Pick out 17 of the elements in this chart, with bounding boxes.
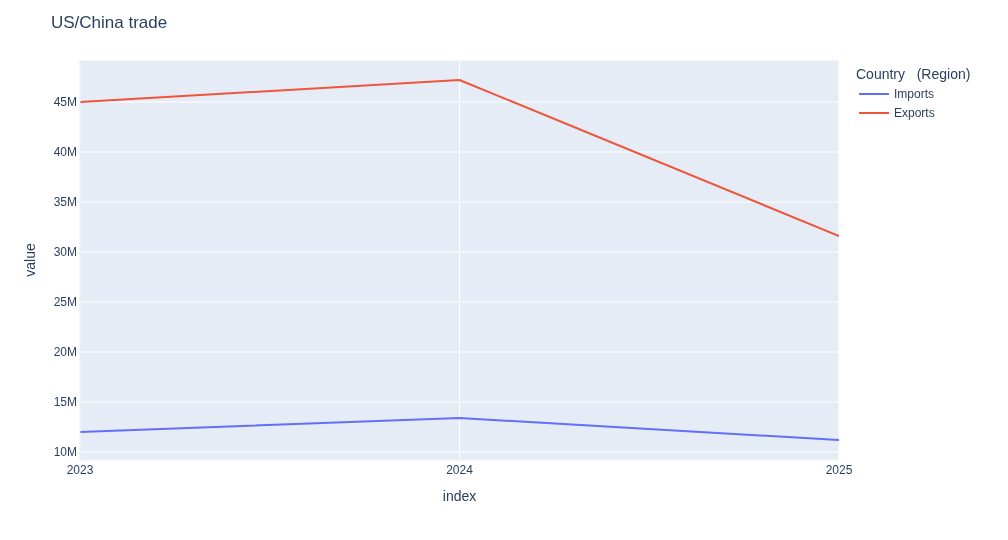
y-tick-label: 15M — [53, 395, 77, 410]
legend-label: Exports — [894, 105, 935, 120]
y-tick-label: 10M — [53, 445, 77, 460]
x-tick-label: 2025 — [825, 462, 853, 477]
y-axis-title: value — [22, 243, 38, 277]
x-tick-label: 2024 — [446, 462, 474, 477]
y-tick-label: 25M — [53, 295, 77, 310]
legend-label: Imports — [894, 86, 935, 101]
y-tick-label: 20M — [53, 345, 77, 360]
x-tick-label: 2023 — [66, 462, 94, 477]
y-tick-label: 45M — [53, 95, 77, 110]
y-tick-label: 40M — [53, 145, 77, 160]
legend-title: Country (Region) — [856, 66, 971, 82]
x-axis-title: index — [442, 488, 477, 504]
chart-title: US/China trade — [51, 13, 168, 32]
y-tick-label: 30M — [53, 245, 77, 260]
y-tick-label: 35M — [53, 195, 77, 210]
